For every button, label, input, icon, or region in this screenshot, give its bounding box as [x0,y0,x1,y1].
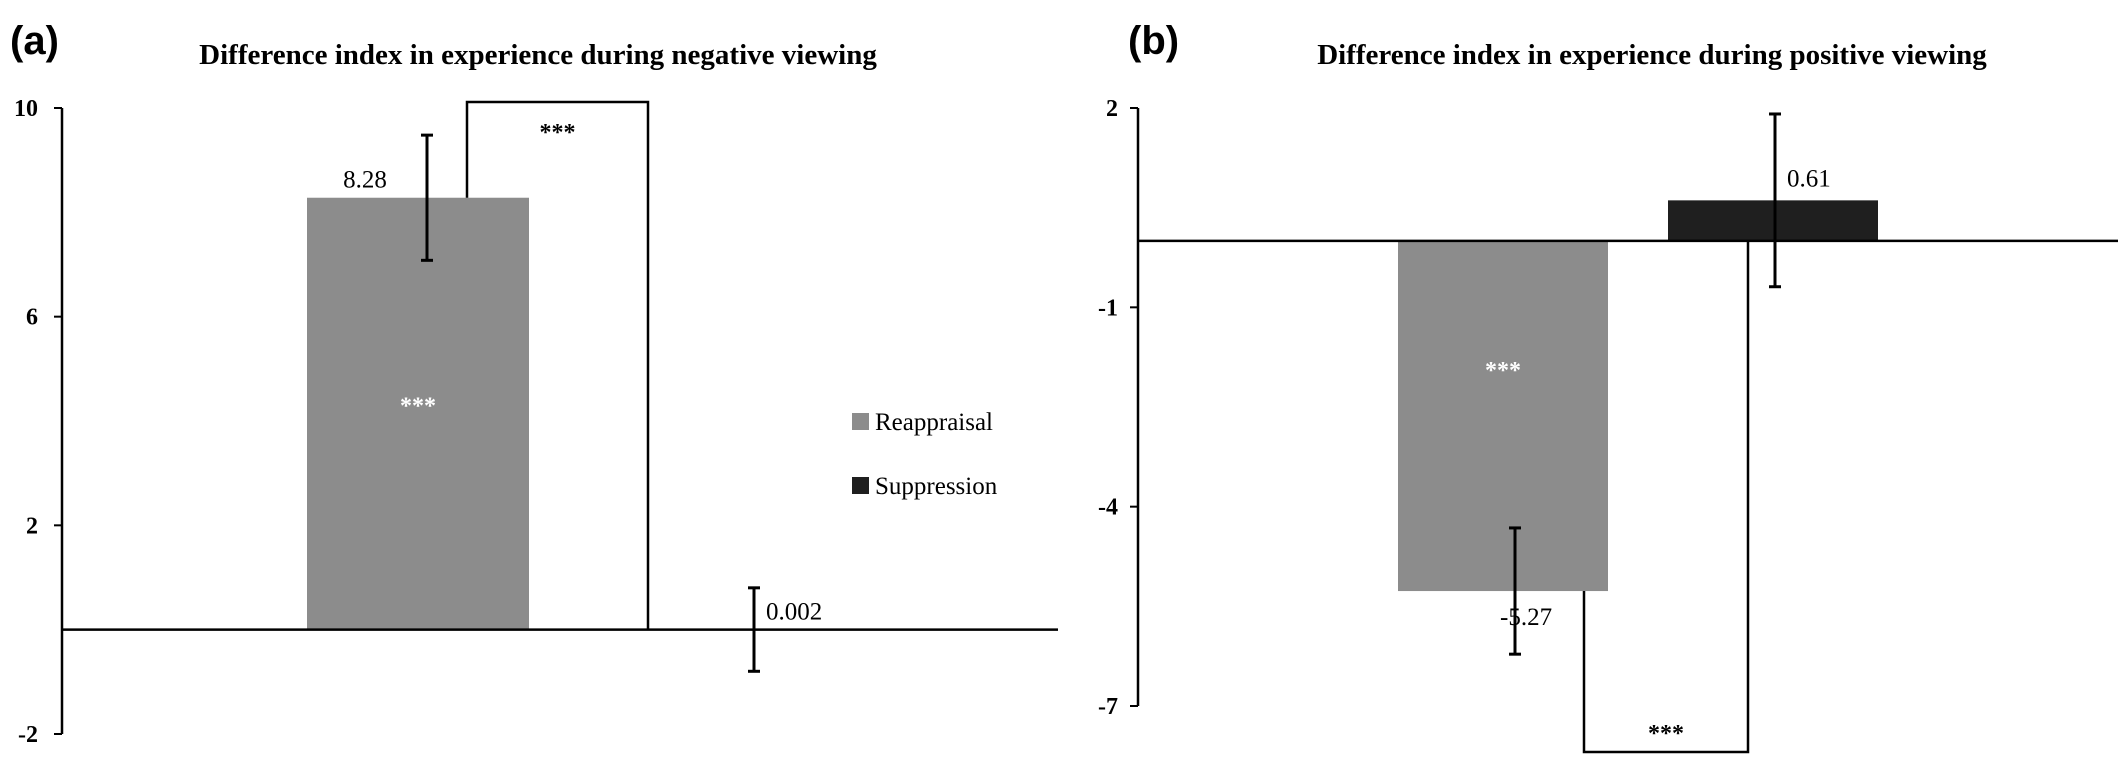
comparison-label: *** [1648,721,1684,747]
data-label: 0.61 [1787,165,1831,192]
chart-title-a: Difference index in experience during ne… [199,39,877,71]
bar-significance-label: *** [400,394,436,420]
legend-swatch-reappraisal [852,413,869,430]
y-tick-label: -1 [1098,295,1118,321]
y-tick-label: -4 [1098,495,1118,521]
legend-swatch-suppression [852,477,869,494]
legend: Reappraisal Suppression [852,409,998,500]
comparison-bracket [465,100,650,630]
bar-reappraisal [1398,240,1608,592]
y-tick-label: -2 [18,722,38,748]
y-tick-label: 2 [1106,96,1118,122]
y-tick-label: -7 [1098,694,1118,720]
chart-title-b: Difference index in experience during po… [1317,39,1987,71]
bar-reappraisal [307,197,529,630]
chart-panel-a: (a) Difference index in experience durin… [10,19,1058,748]
bar-significance-label: *** [1485,358,1521,384]
y-tick-label: 2 [26,513,38,539]
data-label: 0.002 [766,599,822,626]
bar-suppression [1668,200,1878,241]
comparison-bracket [1582,240,1750,754]
data-label: 8.28 [343,167,387,194]
legend-label-suppression: Suppression [875,473,998,500]
comparison-label: *** [540,120,576,146]
panel-letter-b: (b) [1128,19,1179,63]
panel-letter-a: (a) [10,19,59,63]
y-tick-label: 6 [26,305,38,331]
data-label: -5.27 [1500,604,1552,631]
legend-label-reappraisal: Reappraisal [875,409,993,436]
chart-panel-b: (b) Difference index in experience durin… [1098,19,2118,754]
y-tick-label: 10 [14,96,38,122]
